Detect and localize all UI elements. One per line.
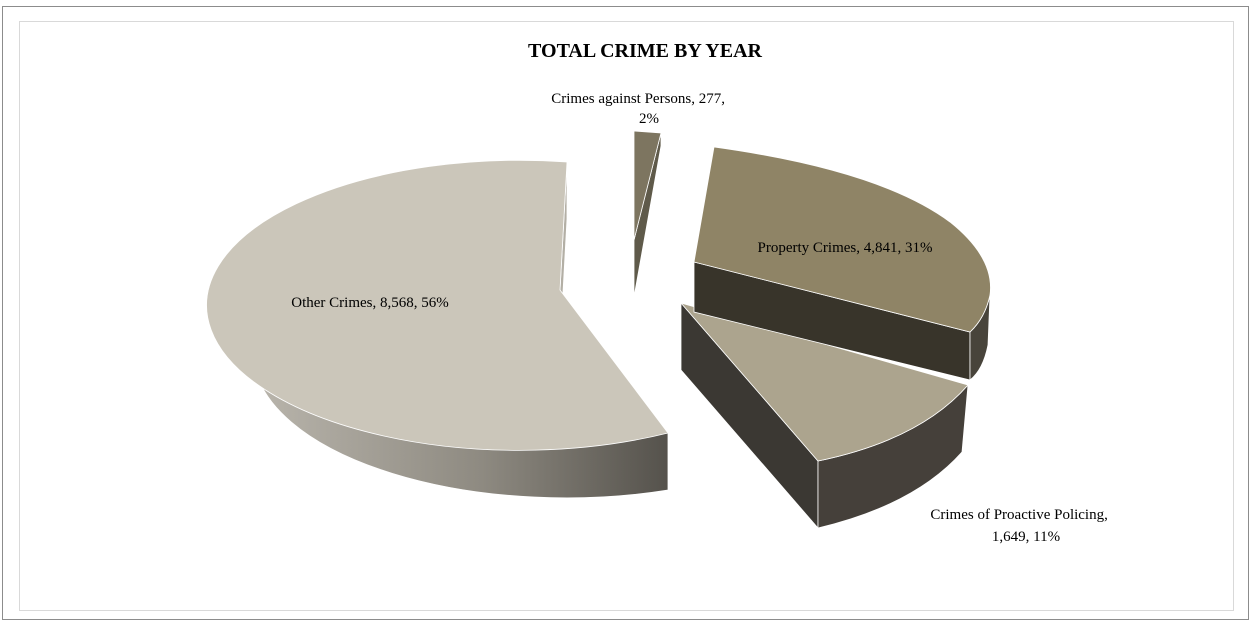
label-other-crimes: Other Crimes, 8,568, 56% — [291, 295, 448, 311]
label-proactive-policing: Crimes of Proactive Policing, 1,649, 11% — [930, 507, 1111, 545]
label-proactive-name: Crimes of Proactive Policing — [930, 507, 1104, 523]
slice-proactive-policing — [679, 301, 969, 530]
slice-other-crimes-top — [206, 159, 669, 451]
slice-proactive-policing-top — [679, 302, 969, 462]
label-crimes-against-persons: Crimes against Persons, 277, 2% — [551, 91, 729, 127]
label-property-percent: 31% — [905, 240, 933, 256]
label-proactive-name-line: Crimes of Proactive Policing, — [930, 507, 1107, 523]
label-other-value: 8,568 — [380, 295, 414, 311]
label-crimes-against-persons-line1: Crimes against Persons, 277, — [551, 91, 725, 107]
slice-property-crimes-top — [693, 146, 991, 333]
slice-property-crimes — [693, 146, 991, 381]
label-proactive-percent: 11% — [1033, 529, 1060, 545]
label-persons-name: Crimes against Persons — [551, 91, 691, 107]
label-other-percent: 56% — [421, 295, 449, 311]
label-property-crimes: Property Crimes, 4,841, 31% — [758, 240, 933, 256]
slice-crimes-against-persons — [633, 130, 662, 298]
label-other-name: Other Crimes — [291, 295, 372, 311]
label-proactive-values-line: 1,649, 11% — [992, 529, 1060, 545]
label-property-name: Property Crimes — [758, 240, 857, 256]
label-persons-percent: 2% — [639, 111, 659, 127]
slice-crimes-against-persons-top — [633, 130, 662, 241]
chart-title: TOTAL CRIME BY YEAR — [528, 40, 762, 62]
label-persons-value: 277 — [699, 91, 722, 107]
slice-other-crimes — [206, 159, 669, 499]
label-proactive-value: 1,649 — [992, 529, 1026, 545]
chart-frame — [2, 6, 1249, 620]
label-property-value: 4,841 — [864, 240, 898, 256]
